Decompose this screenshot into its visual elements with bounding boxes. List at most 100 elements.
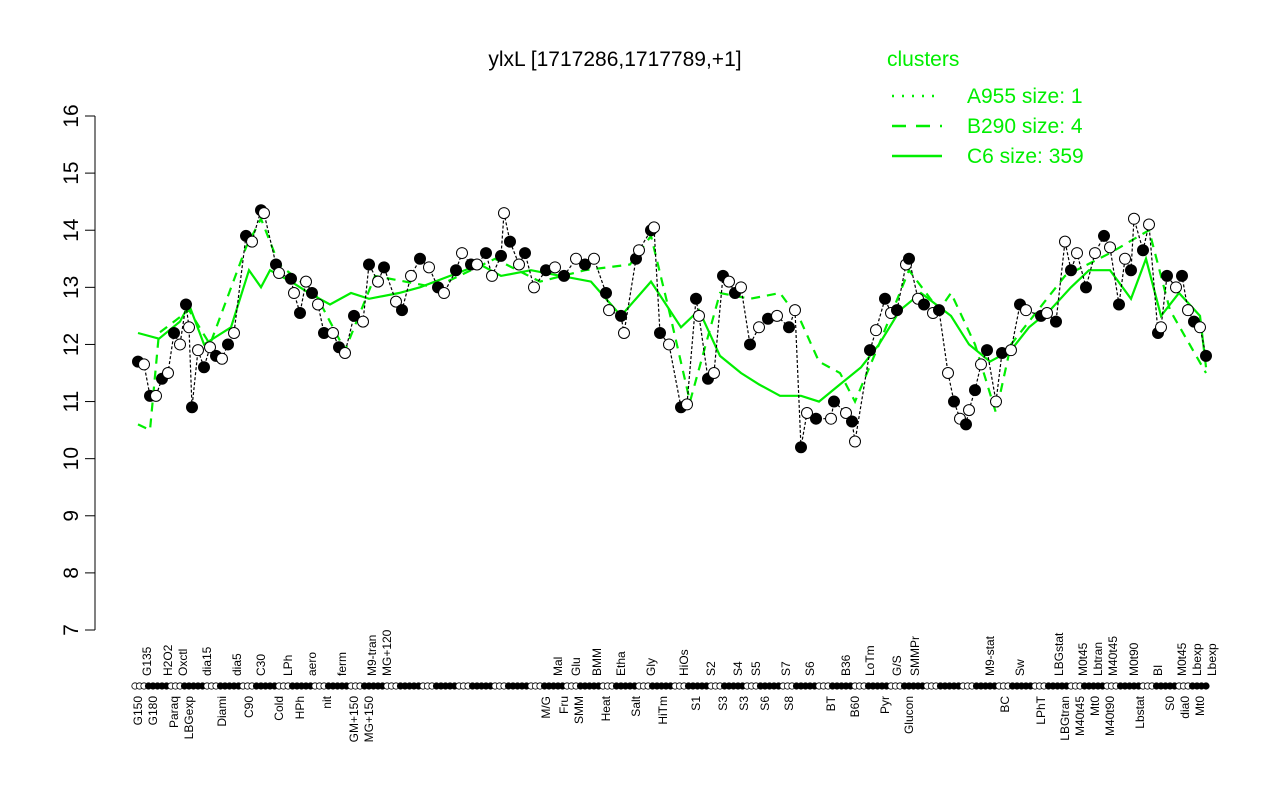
data-point (438, 287, 450, 300)
data-point (378, 261, 390, 274)
x-tick-label: Heat (599, 695, 613, 721)
x-tick-label: MG+150 (362, 696, 376, 743)
data-point (753, 321, 765, 334)
data-point (1113, 298, 1125, 311)
y-tick-label: 13 (60, 276, 83, 299)
data-point (681, 398, 693, 411)
data-point (228, 327, 240, 340)
data-point (405, 269, 417, 282)
data-point (423, 261, 435, 274)
data-point (1050, 315, 1062, 328)
x-tick-label: Mal (551, 657, 565, 676)
data-point (570, 252, 582, 265)
y-tick-label: 10 (60, 447, 83, 470)
x-tick-label: Lbtran (1091, 642, 1105, 676)
chart-title: ylxL [1717286,1717789,+1] (488, 48, 741, 71)
data-point (981, 344, 993, 357)
data-point (903, 252, 915, 265)
data-point (528, 281, 540, 294)
x-tick-label: ferm (335, 652, 349, 676)
data-point (372, 275, 384, 288)
x-tick-label: S6 (758, 696, 772, 711)
x-tick-label: Fru (557, 696, 571, 714)
x-tick-label: B60 (848, 696, 862, 718)
data-point (603, 304, 615, 317)
x-tick-label: Gly (644, 658, 658, 676)
data-point (849, 435, 861, 448)
x-tick-label: M40t45 (1073, 696, 1087, 736)
data-point (870, 324, 882, 337)
x-tick-label: BC (998, 696, 1012, 713)
legend: clusters A955 size: 1 B290 size: 4 C6 si… (887, 48, 1084, 168)
x-tick-label: Paraq (167, 696, 181, 728)
data-point (174, 338, 186, 351)
data-point (810, 412, 822, 425)
data-point (162, 367, 174, 379)
data-point (246, 235, 258, 248)
data-point (558, 269, 570, 282)
x-tick-label: Oxctl (176, 649, 190, 676)
data-point (1128, 212, 1140, 225)
x-tick-label: G/S (890, 655, 904, 676)
data-point (588, 252, 600, 265)
data-point (1005, 344, 1017, 357)
x-tick-label: S1 (689, 696, 703, 711)
x-tick-label: HPh (293, 696, 307, 719)
data-point (615, 309, 627, 322)
data-point (1020, 304, 1032, 317)
x-tick-label: Pyr (878, 696, 892, 714)
y-tick-label: 8 (60, 567, 83, 579)
x-tick-label: M0t45 (1175, 642, 1189, 676)
data-point (216, 352, 228, 365)
x-tick-label: C90 (242, 696, 256, 718)
x-tick-label: GM+150 (347, 696, 361, 743)
x-tick-label: M40t45 (1106, 636, 1120, 676)
data-point (168, 327, 180, 340)
data-point (1182, 304, 1194, 317)
x-tick-label: M40t90 (1103, 696, 1117, 736)
data-point (1176, 269, 1188, 282)
data-point (1098, 229, 1110, 242)
data-point (618, 327, 630, 340)
x-tick-label: Lbstat (1133, 695, 1147, 728)
data-point (180, 298, 192, 311)
series-line-b290 (137, 216, 1207, 432)
data-point (1041, 307, 1053, 320)
data-point (327, 327, 339, 340)
data-point (969, 384, 981, 397)
data-point (150, 389, 162, 402)
data-point (504, 235, 516, 248)
data-point (879, 292, 891, 305)
data-point (723, 275, 735, 288)
data-point (294, 307, 306, 320)
data-point (1104, 241, 1116, 254)
x-tick-label: Lbexp (1190, 643, 1204, 676)
data-point (300, 275, 312, 288)
data-point (396, 304, 408, 317)
data-point (222, 338, 234, 351)
x-tick-label: G135 (140, 646, 154, 676)
data-point (1161, 269, 1173, 282)
data-point (663, 338, 675, 351)
x-tick-label: LoTm (863, 645, 877, 676)
y-tick-label: 16 (60, 104, 83, 127)
x-tick-label: Glucon (902, 696, 916, 734)
data-point (1194, 321, 1206, 334)
data-point (942, 367, 954, 379)
x-tick-label: BMM (590, 648, 604, 676)
data-point (600, 287, 612, 300)
x-tick-label: Mt0 (1193, 696, 1207, 716)
data-point (186, 401, 198, 414)
data-point (456, 247, 468, 260)
data-point (549, 261, 561, 274)
data-point (339, 347, 351, 360)
data-point (918, 298, 930, 311)
data-point (783, 321, 795, 334)
y-tick-label: 12 (60, 333, 83, 356)
x-tick-label: SMM (572, 696, 586, 724)
x-tick-label: SMMPr (908, 636, 922, 676)
data-point (183, 321, 195, 334)
x-tick-label: S3 (716, 696, 730, 711)
data-point (513, 258, 525, 271)
